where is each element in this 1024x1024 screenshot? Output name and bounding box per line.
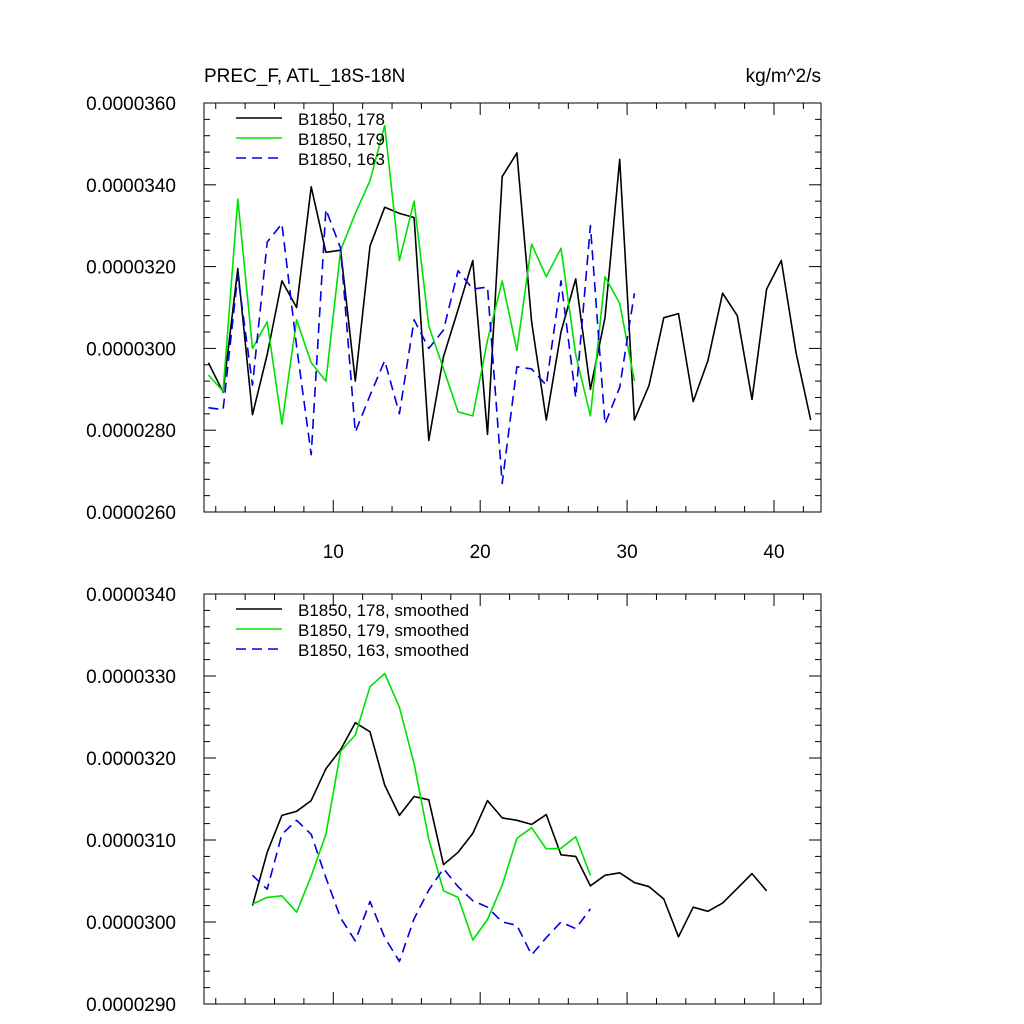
y-tick-label: 0.0000310 (86, 831, 176, 852)
series-lines (251, 672, 768, 963)
plot-frame (203, 593, 822, 1005)
y-tick-label: 0.0000340 (86, 585, 176, 606)
y-tick-label: 0.0000360 (86, 94, 176, 115)
units-label: kg/m^2/s (746, 66, 821, 87)
series-line-3 (208, 208, 636, 485)
legend-label: B1850, 179 (298, 130, 385, 149)
tick-marks (204, 593, 821, 1005)
y-tick-label: 0.0000320 (86, 749, 176, 770)
x-tick-label: 30 (617, 542, 638, 563)
top-panel: PREC_F, ATL_18S-18N kg/m^2/s 0.00002600.… (86, 66, 822, 563)
y-tick-label: 0.0000320 (86, 258, 176, 279)
x-tick-labels: 10 20 30 40 (323, 542, 785, 563)
bottom-panel: 0.0000290 0.0000300 0.0000310 0.0000320 0.00… (86, 585, 822, 1016)
y-tick-label: 0.0000340 (86, 176, 176, 197)
y-tick-labels: 0.0000290 0.0000300 0.0000310 0.0000320 0.00… (86, 585, 176, 1016)
series-line-1 (251, 721, 768, 938)
legend-label: B1850, 178, smoothed (298, 601, 469, 620)
series-line-2 (207, 124, 636, 425)
x-tick-label: 40 (763, 542, 784, 563)
series-lines (207, 124, 812, 485)
tick-marks (204, 102, 821, 513)
legend-label: B1850, 178 (298, 110, 385, 129)
series-line-1 (207, 152, 812, 442)
chart-title: PREC_F, ATL_18S-18N (204, 66, 405, 87)
legend-label: B1850, 163, smoothed (298, 641, 469, 660)
legend-label: B1850, 179, smoothed (298, 621, 469, 640)
y-tick-label: 0.0000280 (86, 421, 176, 442)
x-tick-label: 20 (470, 542, 491, 563)
y-tick-labels: 0.0000260 0.0000280 0.0000300 0.0000320 0.00… (86, 94, 176, 524)
y-tick-label: 0.0000330 (86, 667, 176, 688)
x-tick-label: 10 (323, 542, 344, 563)
series-line-2 (252, 672, 592, 941)
plot-frame (203, 102, 822, 513)
legend-label: B1850, 163 (298, 150, 385, 169)
y-tick-label: 0.0000300 (86, 913, 176, 934)
y-tick-label: 0.0000300 (86, 339, 176, 360)
y-tick-label: 0.0000290 (86, 995, 176, 1016)
y-tick-label: 0.0000260 (86, 503, 176, 524)
series-line-3 (251, 819, 592, 963)
